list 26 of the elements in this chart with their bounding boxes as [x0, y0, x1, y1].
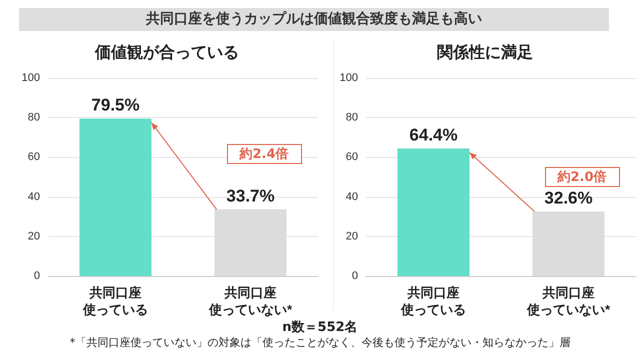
y-tick-label: 100 — [22, 72, 40, 84]
y-tick-label: 40 — [28, 190, 40, 203]
text: 共同口座を使うカップルは価値観合致度も満足も高い — [19, 8, 609, 31]
data-label: 32.6% — [544, 188, 593, 208]
y-tick-label: 80 — [28, 112, 40, 124]
annotation: 約2.4倍 — [226, 144, 302, 164]
text: n数＝552名 — [281, 319, 359, 336]
x-tick-label: 共同口座使っている — [82, 285, 148, 317]
y-tick-label: 60 — [28, 151, 40, 164]
chart-title: 関係性に満足 — [437, 44, 533, 62]
y-tick-label: 60 — [346, 151, 358, 164]
data-label: 33.7% — [226, 186, 275, 206]
data-label: 64.4% — [409, 125, 458, 144]
x-tick-label: 共同口座使っていない* — [526, 285, 611, 317]
y-tick-label: 40 — [346, 190, 358, 203]
y-tick-label: 0 — [352, 270, 358, 282]
y-tick-label: 20 — [346, 230, 358, 242]
y-tick-label: 80 — [346, 112, 358, 124]
chart-title: 価値観が合っている — [94, 44, 239, 62]
x-tick-label: 共同口座使っている — [400, 285, 466, 317]
text: *「共同口座使っていない」の対象は「使ったことがなく、今後も使う予定がない・知らなかった」層 — [68, 335, 572, 350]
y-tick-label: 0 — [34, 270, 40, 282]
data-label: 79.5% — [91, 96, 140, 115]
y-tick-label: 100 — [340, 72, 358, 84]
annotation: 約2.0倍 — [544, 167, 620, 188]
y-tick-label: 20 — [28, 230, 40, 242]
